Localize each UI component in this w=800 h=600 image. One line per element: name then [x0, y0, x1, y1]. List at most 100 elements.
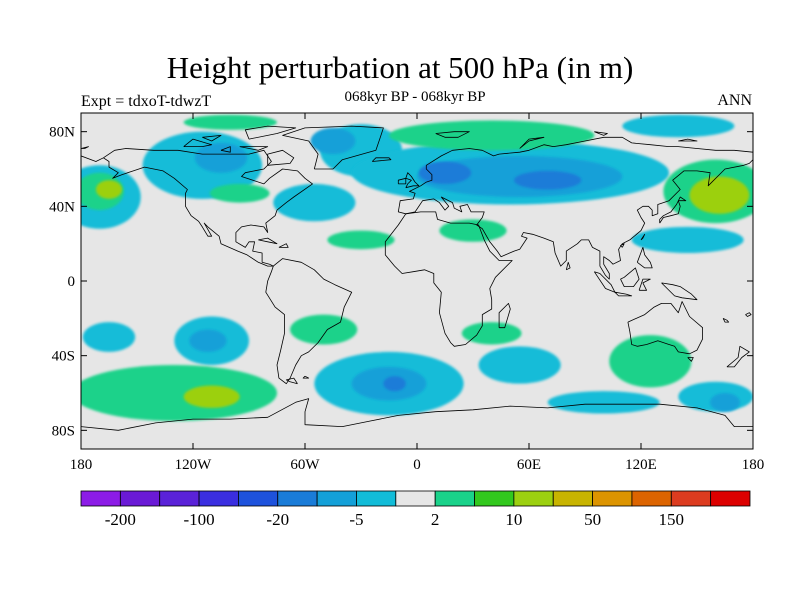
coastline-27: [81, 398, 753, 431]
coastline-33: [202, 135, 222, 142]
coastline-24: [620, 243, 625, 248]
contour-region-32: [461, 322, 522, 345]
colorbar-box: [670, 490, 712, 507]
contour-region-34: [547, 391, 660, 414]
colorbar-label: -5: [349, 510, 363, 529]
colorbar-label: 150: [659, 510, 685, 529]
contour-region-15: [622, 114, 735, 138]
colorbar-box: [159, 490, 200, 507]
coastline-12: [659, 196, 687, 224]
contour-region-7: [273, 183, 356, 222]
coastline-14: [397, 177, 407, 185]
colorbar-box: [119, 490, 161, 507]
colorbar-box: [238, 490, 279, 507]
coastline-21: [636, 247, 653, 269]
contour-region-27: [290, 314, 358, 345]
contour-region-3: [95, 180, 123, 199]
contour-region-26: [183, 385, 240, 408]
colorbar-label: -20: [266, 510, 289, 529]
coastline-30: [244, 125, 297, 140]
contour-region-14: [389, 120, 595, 151]
coastline-15: [498, 303, 511, 329]
coastline-16: [593, 271, 616, 293]
coastline-39: [302, 375, 310, 379]
coastline-8: [384, 211, 513, 347]
experiment-label: Expt = tdxoT-tdwzT: [81, 93, 212, 110]
colorbar-box: [356, 490, 397, 507]
contour-region-25: [81, 365, 277, 421]
coastline-19: [638, 278, 651, 291]
coastline-36: [594, 131, 608, 136]
lat-tick-label: 40N: [49, 199, 75, 215]
coastline-28: [183, 138, 213, 147]
coastline-13: [405, 172, 420, 189]
lat-tick-label: 80S: [52, 423, 75, 439]
colorbar-label: 50: [584, 510, 601, 529]
coastline-38: [285, 377, 298, 385]
colorbar-box: [80, 490, 121, 507]
lon-tick-label: 120E: [625, 457, 657, 473]
contour-region-12: [514, 170, 582, 190]
coastlines: [81, 125, 753, 431]
coastline-42: [722, 317, 730, 323]
lat-tick-label: 40S: [52, 349, 75, 365]
coastline-18: [620, 267, 640, 287]
coastline-25: [258, 237, 278, 245]
contour-region-24: [189, 329, 227, 352]
contour-region-9: [310, 127, 356, 155]
coastline-34: [435, 131, 470, 138]
lon-tick-label: 180: [742, 457, 765, 473]
lon-tick-label: 0: [413, 457, 421, 473]
contour-field: [81, 114, 753, 421]
colorbar-box: [552, 490, 593, 507]
lat-tick-label: 80N: [49, 125, 75, 141]
contour-region-33: [609, 335, 692, 388]
season-label: ANN: [717, 92, 752, 109]
lon-tick-label: 120W: [175, 457, 213, 473]
coastline-32: [220, 146, 231, 153]
contour-region-36: [710, 393, 740, 412]
coastline-9: [627, 301, 703, 355]
coastline-31: [267, 149, 295, 166]
coastline-5: [397, 136, 753, 215]
coastline-2: [265, 258, 353, 385]
contour-region-22: [82, 322, 136, 352]
lon-tick-label: 60W: [290, 457, 320, 473]
coastline-1: [103, 148, 313, 267]
coastline-22: [565, 261, 571, 271]
coastline-41: [745, 312, 752, 317]
colorbar-box: [710, 490, 751, 507]
coastline-29: [239, 146, 269, 151]
coastline-10: [687, 357, 694, 362]
colorbar-box: [513, 490, 554, 507]
coastline-26: [278, 243, 289, 248]
coastline-7: [405, 159, 753, 280]
contour-region-6: [209, 183, 270, 203]
contour-region-30: [383, 376, 406, 392]
coastline-17: [614, 291, 633, 297]
contour-region-19: [631, 226, 744, 253]
coastline-3: [282, 125, 384, 170]
contour-region-31: [478, 346, 561, 384]
colorbar-box: [474, 490, 515, 507]
colorbar-label: -100: [183, 510, 214, 529]
coastline-6: [81, 155, 104, 162]
contour-region-20: [327, 230, 395, 250]
coastline-23: [640, 233, 646, 241]
colorbar-box: [631, 490, 672, 507]
coastline-4: [371, 157, 392, 162]
colorbar-box: [277, 490, 318, 507]
colorbar-label: -200: [105, 510, 136, 529]
contour-region-16: [183, 114, 277, 130]
chart-subtitle: 068kyr BP - 068kyr BP: [344, 89, 486, 105]
coastline-11: [726, 345, 750, 368]
lat-tick-label: 0: [68, 274, 76, 290]
coastline-40: [81, 146, 89, 149]
coastline-20: [661, 282, 698, 301]
colorbar-box: [316, 490, 357, 507]
coastline-35: [519, 136, 545, 149]
contour-region-21: [439, 219, 507, 242]
colorbar: -200 -100 -20 -5 2 10 50 150: [80, 490, 751, 529]
colorbar-box: [395, 490, 436, 507]
